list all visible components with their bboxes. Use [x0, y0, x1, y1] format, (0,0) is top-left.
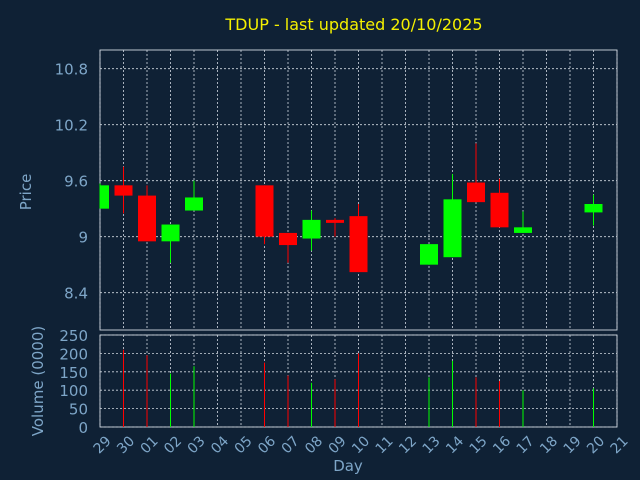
- candles: [99, 143, 603, 273]
- x-tick-label: 07: [279, 433, 303, 457]
- price-tick-label: 10.2: [55, 117, 88, 135]
- candle-body: [467, 182, 485, 203]
- x-tick-label: 03: [185, 433, 209, 457]
- x-tick-label: 14: [443, 433, 467, 457]
- volume-tick-label: 150: [59, 364, 88, 382]
- volume-tick-label: 0: [78, 419, 88, 437]
- x-tick-label: 20: [584, 433, 608, 457]
- candle-body: [255, 185, 274, 237]
- x-tick-label: 13: [420, 433, 444, 457]
- price-grid: [99, 50, 618, 330]
- price-tick-label: 9.6: [64, 173, 88, 191]
- x-axis-label: Day: [333, 457, 363, 475]
- x-tick-label: 29: [91, 433, 115, 457]
- x-tick-label: 08: [302, 433, 326, 457]
- x-tick-label: 04: [208, 433, 232, 457]
- candle-body: [514, 227, 532, 233]
- volume-tick-label: 200: [59, 345, 88, 363]
- volume-tick-label: 50: [69, 401, 88, 419]
- x-tick-label: 19: [561, 433, 585, 457]
- x-tick-label: 15: [467, 433, 491, 457]
- x-tick-label: 06: [255, 433, 279, 457]
- x-tick-label: 16: [490, 433, 514, 457]
- x-tick-label: 05: [232, 433, 256, 457]
- x-tick-label: 12: [396, 433, 420, 457]
- volume-bars: [123, 349, 594, 427]
- x-tick-label: 30: [114, 433, 138, 457]
- candle-body: [138, 195, 156, 242]
- candle-body: [100, 185, 109, 209]
- volume-axis-label: Volume (0000): [29, 326, 47, 436]
- candle-body: [326, 219, 344, 223]
- candle-body: [185, 197, 203, 211]
- price-tick-label: 10.8: [55, 61, 88, 79]
- candle-body: [161, 224, 180, 242]
- x-tick-label: 21: [608, 433, 632, 457]
- price-tick-label: 8.4: [64, 285, 88, 303]
- x-tick-label: 02: [161, 433, 185, 457]
- volume-tick-label: 100: [59, 382, 88, 400]
- candle-body: [279, 232, 297, 246]
- candle-body: [490, 192, 509, 228]
- candle-body: [114, 185, 133, 196]
- volume-tick-label: 250: [59, 327, 88, 345]
- x-tick-label: 11: [373, 433, 397, 457]
- x-tick-label: 09: [326, 433, 350, 457]
- x-ticks: 29 30 01 02 03 04 05 06 07 08 09 10 11 12 13 14 15 16 17 18…: [91, 433, 632, 457]
- x-tick-label: 18: [537, 433, 561, 457]
- candle-body: [584, 204, 603, 213]
- candle-body: [349, 216, 368, 273]
- candle-body: [420, 244, 438, 265]
- price-y-ticks: 8.4 9 9.6 10.2 10.8: [55, 61, 88, 303]
- x-tick-label: 01: [138, 433, 162, 457]
- x-tick-label: 17: [514, 433, 538, 457]
- x-tick-label: 10: [349, 433, 373, 457]
- chart-title: TDUP - last updated 20/10/2025: [224, 15, 482, 34]
- price-axis-label: Price: [17, 174, 35, 211]
- price-tick-label: 9: [78, 229, 88, 247]
- candle-body: [302, 219, 321, 239]
- candle-body: [443, 199, 462, 258]
